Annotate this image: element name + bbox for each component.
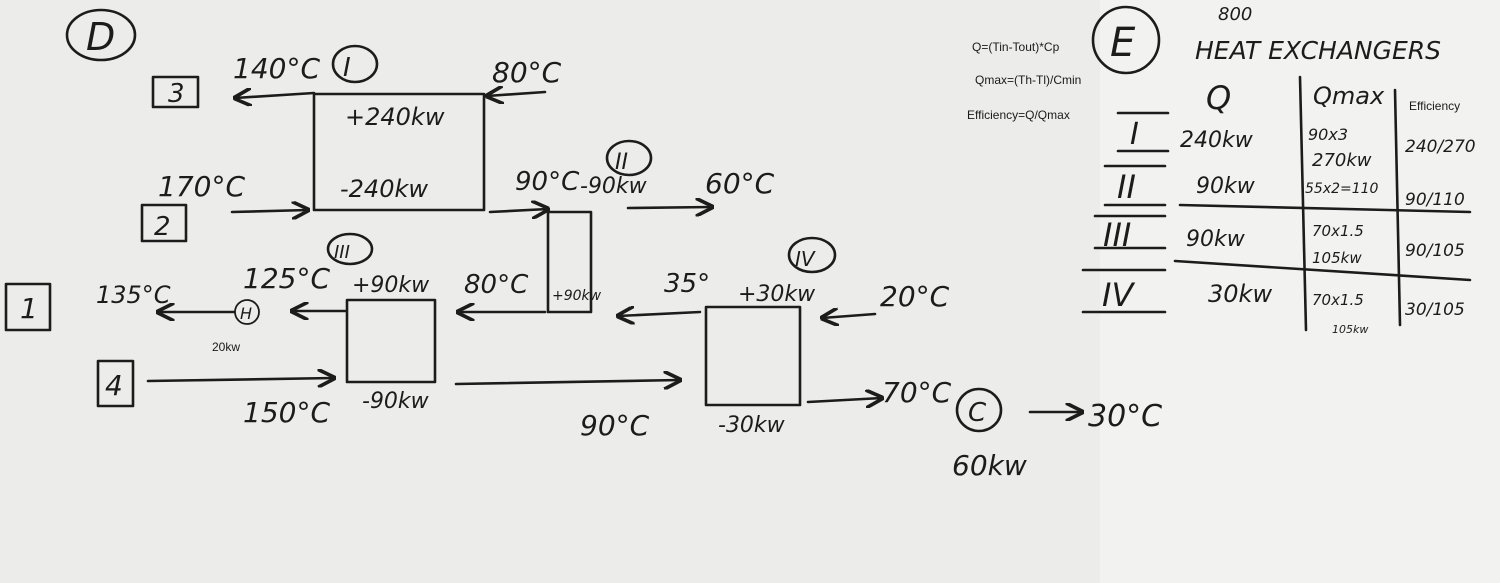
section-e-label: E	[1110, 20, 1136, 66]
row-i-qmax-calc: 90x3	[1308, 125, 1348, 144]
row-iv-qmax: 105kw	[1332, 323, 1368, 336]
row-i-qmax: 270kw	[1312, 150, 1372, 171]
arrow-iv-to-ii	[618, 312, 702, 316]
temp-170: 170°C	[158, 170, 245, 203]
row-i-q: 240kw	[1180, 128, 1254, 153]
header-q: Q	[1206, 79, 1231, 117]
table-hline-1	[1178, 203, 1472, 214]
formula-qmax: Qmax=(Th-Tl)/Cmin	[975, 73, 1081, 87]
temp-70: 70°C	[882, 376, 952, 409]
stream-2-box	[140, 203, 188, 243]
exchanger-ii-cold-duty: +90kw	[552, 288, 602, 304]
header-qmax: Qmax	[1313, 82, 1385, 110]
stream-4-box	[96, 359, 135, 408]
arrow-stream-4-to-iii	[146, 378, 334, 381]
exchanger-iii-circle	[326, 232, 374, 266]
heater-duty: 20kw	[212, 340, 240, 354]
table-title: HEAT EXCHANGERS	[1195, 36, 1441, 65]
exchanger-iv-circle	[787, 236, 837, 274]
exchanger-i-label: I	[343, 53, 351, 83]
row-ii-qmax-calc: 55x2=110	[1305, 181, 1379, 197]
arrow-to-stream-3	[235, 93, 316, 98]
row-ii-label: II	[1117, 168, 1136, 206]
temp-140: 140°C	[233, 52, 320, 85]
table-hline-2	[1173, 259, 1472, 282]
heater-label: H	[240, 304, 252, 323]
arrow-stream-2-to-exchanger-i	[230, 210, 308, 212]
section-d-circle	[65, 8, 137, 62]
temp-35: 35°	[664, 269, 710, 299]
temp-80: 80°C	[492, 56, 562, 89]
row-i-eff: 240/270	[1405, 137, 1476, 157]
cooler-label: C	[968, 398, 987, 428]
row-iii-q: 90kw	[1186, 227, 1246, 252]
exchanger-i-cold-duty: +240kw	[345, 103, 445, 131]
row-iii-qmax: 105kw	[1312, 249, 1362, 267]
exchanger-ii-circle	[605, 139, 653, 177]
stream-3-box	[151, 75, 200, 109]
stream-1-label: 1	[20, 292, 38, 325]
row-ii-eff: 90/110	[1405, 190, 1465, 210]
row-i-label: I	[1130, 117, 1139, 152]
exchanger-ii-label: II	[615, 150, 628, 175]
temp-20: 20°C	[880, 280, 950, 313]
row-ii-q: 90kw	[1196, 174, 1256, 199]
exchanger-iii-box	[345, 298, 437, 384]
row-iii-label: III	[1103, 216, 1131, 254]
row-iii-eff: 90/105	[1405, 241, 1465, 261]
exchanger-iv-hot-duty: -30kw	[718, 413, 786, 438]
exchanger-iii-label: III	[334, 242, 350, 263]
section-d-label: D	[86, 15, 115, 59]
table-divider-2	[1393, 88, 1402, 327]
stream-2-label: 2	[154, 212, 171, 242]
row-iv-label: IV	[1102, 276, 1135, 314]
temp-135: 135°C	[96, 281, 171, 309]
arrow-to-exchanger-ii	[488, 209, 548, 212]
cooler-circle	[955, 387, 1003, 433]
exchanger-i-box	[312, 92, 486, 212]
arrow-out-exchanger-ii	[626, 207, 712, 208]
temp-125: 125°C	[243, 262, 330, 295]
arrow-iii-to-iv	[454, 380, 680, 384]
arrow-into-exchanger-iv	[822, 314, 877, 318]
table-note: 800	[1218, 4, 1252, 25]
stream-4-label: 4	[105, 369, 123, 402]
exchanger-i-circle	[331, 44, 379, 84]
exchanger-ii-hot-duty: -90kw	[580, 174, 648, 199]
exchanger-iii-hot-duty: -90kw	[362, 389, 430, 414]
row-iii-qmax-calc: 70x1.5	[1312, 222, 1364, 240]
temp-60: 60°C	[705, 167, 775, 200]
exchanger-ii-box	[546, 210, 593, 314]
temp-90b: 90°C	[580, 409, 650, 442]
formula-efficiency: Efficiency=Q/Qmax	[967, 108, 1070, 122]
row-iv-eff: 30/105	[1405, 300, 1465, 320]
temp-150: 150°C	[243, 396, 330, 429]
temp-90a: 90°C	[515, 167, 580, 197]
exchanger-iv-box	[704, 305, 802, 407]
section-e-circle	[1091, 5, 1161, 75]
exchanger-i-hot-duty: -240kw	[340, 175, 428, 203]
arrow-into-exchanger-i	[487, 92, 547, 96]
stream-1-box	[4, 282, 52, 332]
cooler-duty: 60kw	[952, 449, 1027, 482]
exchanger-iii-cold-duty: +90kw	[352, 273, 430, 298]
formula-q: Q=(Tin-Tout)*Cp	[972, 40, 1060, 54]
row-iv-qmax-calc: 70x1.5	[1312, 291, 1364, 309]
exchanger-iv-cold-duty: +30kw	[738, 282, 816, 307]
stream-3-label: 3	[168, 79, 185, 109]
cooler-out-temp: 30°C	[1088, 399, 1162, 434]
arrow-iv-to-cooler	[806, 398, 882, 402]
row-iv-q: 30kw	[1208, 280, 1272, 308]
header-efficiency: Efficiency	[1409, 99, 1460, 113]
exchanger-iv-label: IV	[795, 247, 816, 271]
temp-80b: 80°C	[464, 270, 529, 300]
table-divider-1	[1298, 75, 1308, 332]
